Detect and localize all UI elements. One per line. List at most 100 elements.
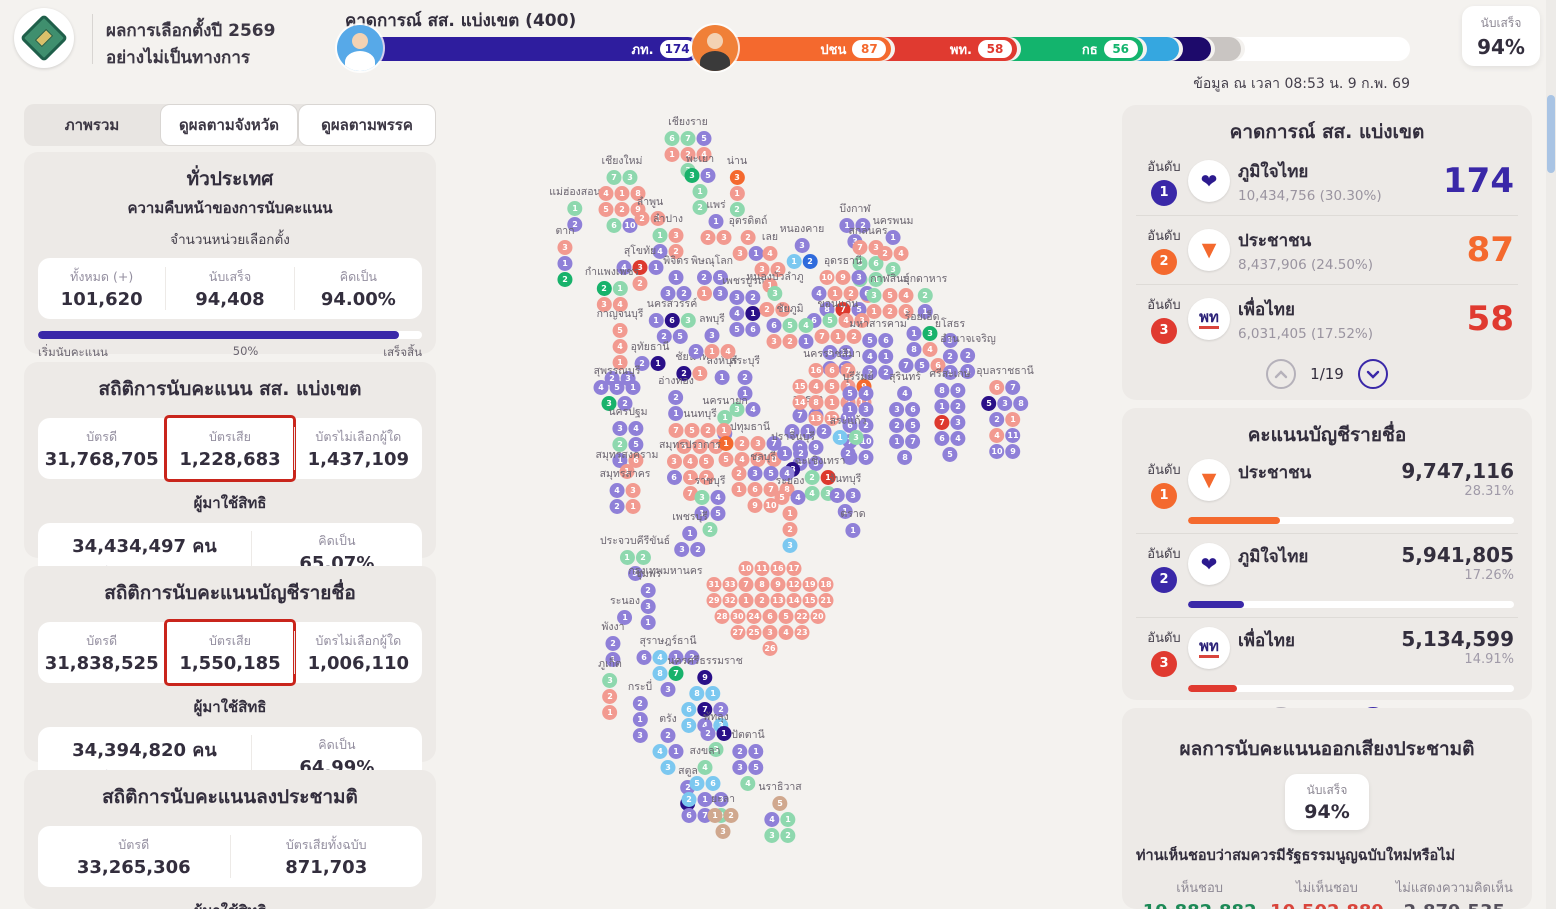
district-dot[interactable]: 4 [720,344,736,359]
district-dot[interactable]: 2 [816,424,832,439]
district-dot[interactable]: 3 [712,286,728,301]
district-dot[interactable]: 2 [640,583,656,598]
district-dot[interactable]: 4 [858,386,874,401]
district-dot[interactable]: 7 [606,170,622,185]
district-dot[interactable]: 4 [616,260,632,275]
district-dot[interactable]: 2 [802,254,818,269]
district-dot[interactable]: 1 [632,712,648,727]
district-dot[interactable]: 1 [668,270,684,285]
district-dot[interactable]: 6 [934,431,950,446]
district-dot[interactable]: 8 [630,186,646,201]
district-dot[interactable]: 33 [722,577,738,592]
district-dot[interactable]: 5 [748,760,764,775]
party-row[interactable]: อันดับ 3 พท เพื่อไทย 6,031,405 (17.52%) 5… [1136,284,1518,353]
district-dot[interactable]: 1 [716,726,732,741]
district-dot[interactable]: 6 [628,453,644,468]
party-row[interactable]: อันดับ 2 ▼ ประชาชน 8,437,906 (24.50%) 87 [1136,215,1518,284]
district-dot[interactable]: 4 [790,490,806,505]
district-dot[interactable]: 2 [612,437,628,452]
district-dot[interactable]: 2 [878,365,894,380]
district-dot[interactable]: 1 [800,424,816,439]
district-dot[interactable]: 1 [885,230,901,245]
district-dot[interactable]: 9 [747,498,763,513]
district-dot[interactable]: 10 [819,270,835,285]
district-dot[interactable]: 1 [934,399,950,414]
district-dot[interactable]: 1 [878,349,894,364]
district-dot[interactable]: 6 [898,304,914,319]
district-dot[interactable]: 3 [732,760,748,775]
district-dot[interactable]: 3 [997,396,1013,411]
district-dot[interactable]: 1 [617,610,633,625]
district-dot[interactable]: 2 [681,792,697,807]
district-dot[interactable]: 8 [808,395,824,410]
district-dot[interactable]: 16 [808,363,824,378]
district-dot[interactable]: 3 [612,421,628,436]
district-dot[interactable]: 4 [798,318,814,333]
seat-bar-segment-ภท.[interactable]: ภท. 174 [345,37,700,61]
district-dot[interactable]: 7 [668,423,684,438]
district-dot[interactable]: 2 [713,702,729,717]
district-dot[interactable]: 2 [858,418,874,433]
district-dot[interactable]: 6 [666,470,682,485]
district-dot[interactable]: 3 [866,288,882,303]
district-dot[interactable]: 12 [824,411,840,426]
district-dot[interactable]: 1 [906,326,922,341]
district-dot[interactable]: 3 [632,260,648,275]
district-dot[interactable]: 3 [747,466,763,481]
district-dot[interactable]: 4 [762,246,778,261]
district-dot[interactable]: 1 [650,211,666,226]
district-dot[interactable]: 6 [747,482,763,497]
district-dot[interactable]: 2 [782,334,798,349]
district-dot[interactable]: 4 [764,812,780,827]
district-dot[interactable]: 2 [737,370,753,385]
district-dot[interactable]: 22 [794,609,810,624]
district-dot[interactable]: 15 [802,593,818,608]
district-dot[interactable]: 7 [1005,380,1021,395]
district-dot[interactable]: 7 [668,666,684,681]
tab-by-province[interactable]: ดูผลตามจังหวัด [160,104,298,146]
district-dot[interactable]: 5 [822,313,838,328]
district-dot[interactable]: 2 [759,302,775,317]
district-dot[interactable]: 30 [730,609,746,624]
district-dot[interactable]: 6 [750,452,766,467]
district-dot[interactable]: 1 [668,650,684,665]
district-dot[interactable]: 1 [866,304,882,319]
district-dot[interactable]: 1 [648,260,664,275]
district-dot[interactable]: 1 [668,744,684,759]
district-dot[interactable]: 3 [729,290,745,305]
district-dot[interactable]: 2 [770,262,786,277]
district-dot[interactable]: 2 [804,470,820,485]
district-dot[interactable]: 5 [718,452,734,467]
district-dot[interactable]: 1 [619,550,635,565]
district-dot[interactable]: 21 [818,593,834,608]
district-dot[interactable]: 6 [784,424,800,439]
district-dot[interactable]: 5 [842,386,858,401]
district-dot[interactable]: 6 [676,439,692,454]
district-dot[interactable]: 5 [824,379,840,394]
district-dot[interactable]: 5 [774,490,790,505]
district-dot[interactable]: 9 [770,577,786,592]
district-dot[interactable]: 3 [684,168,700,183]
district-dot[interactable]: 5 [710,506,726,521]
district-dot[interactable]: 1 [640,615,656,630]
district-dot[interactable]: 3 [668,228,684,243]
district-dot[interactable]: 1 [650,356,666,371]
district-dot[interactable]: 10 [763,498,779,513]
district-dot[interactable]: 1 [830,329,846,344]
district-dot[interactable]: 6 [842,418,858,433]
district-dot[interactable]: 3 [674,542,690,557]
district-dot[interactable]: 3 [680,313,696,328]
district-dot[interactable]: 5 [729,322,745,337]
district-dot[interactable]: 2 [634,211,650,226]
tab-overview[interactable]: ภาพรวม [64,116,120,134]
district-dot[interactable]: 1 [832,430,848,445]
district-dot[interactable]: 2 [723,808,739,823]
district-dot[interactable]: 6 [868,256,884,271]
scrollbar-thumb[interactable] [1547,95,1555,173]
district-dot[interactable]: 3 [750,436,766,451]
district-dot[interactable]: 4 [950,431,966,446]
district-dot[interactable]: 3 [950,415,966,430]
district-dot[interactable]: 2 [840,446,856,461]
district-dot[interactable]: 7 [905,434,921,449]
district-dot[interactable]: 1 [1005,412,1021,427]
